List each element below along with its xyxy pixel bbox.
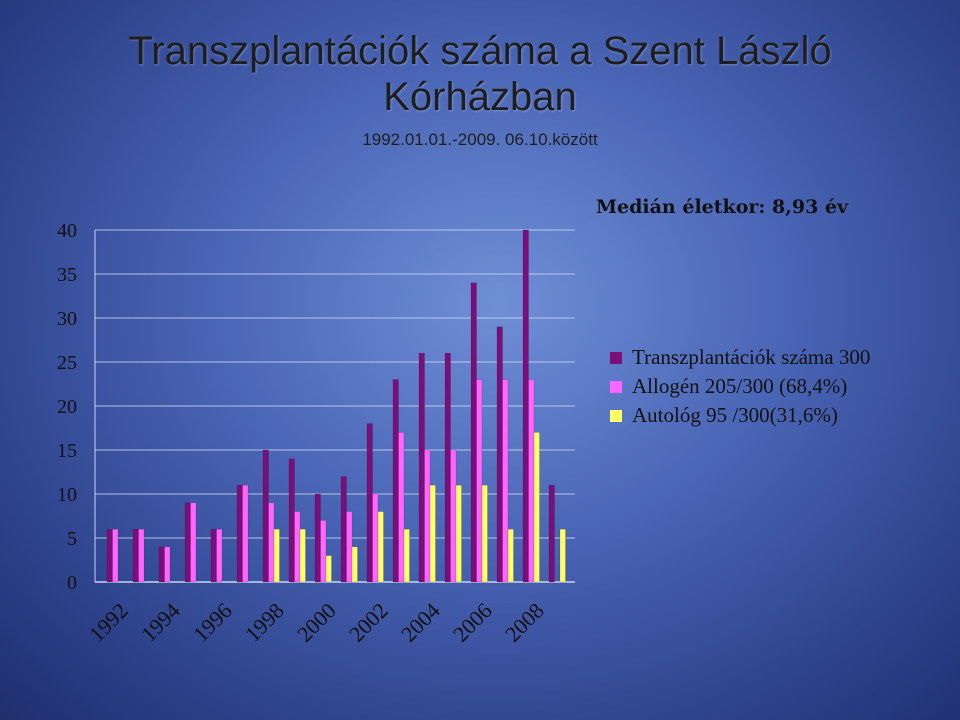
bar-autolog bbox=[377, 511, 384, 583]
bar-autolog bbox=[273, 528, 280, 583]
bar-allogen bbox=[450, 449, 457, 583]
legend-item-total: Transzplantációk száma 300 bbox=[610, 346, 930, 369]
bar-allogen bbox=[138, 528, 145, 583]
bar-autolog bbox=[559, 528, 566, 583]
bar-allogen bbox=[502, 379, 509, 583]
median-age-annotation: Medián életkor: 8,93 év bbox=[596, 196, 849, 218]
x-tick-label: 2002 bbox=[344, 598, 393, 647]
y-tick-label: 30 bbox=[57, 308, 77, 330]
y-tick-label: 40 bbox=[57, 220, 77, 242]
x-tick-label: 2004 bbox=[396, 598, 445, 647]
y-tick-label: 10 bbox=[57, 484, 77, 506]
y-tick-label: 25 bbox=[57, 352, 77, 374]
bar-autolog bbox=[351, 546, 358, 583]
bar-allogen bbox=[320, 520, 327, 583]
bar-allogen bbox=[528, 379, 535, 583]
bar-total bbox=[522, 229, 529, 583]
bar-allogen bbox=[372, 493, 379, 583]
legend-swatch-total bbox=[610, 352, 622, 364]
y-tick-label: 15 bbox=[57, 440, 77, 462]
legend-swatch-autolog bbox=[610, 410, 622, 422]
x-tick-label: 1994 bbox=[136, 598, 185, 647]
legend-item-autolog: Autológ 95 /300(31,6%) bbox=[610, 404, 930, 427]
chart-subtitle: 1992.01.01.-2009. 06.10.között bbox=[362, 130, 598, 149]
bar-total bbox=[210, 528, 217, 583]
bar-autolog bbox=[299, 528, 306, 583]
bar-autolog bbox=[429, 484, 436, 583]
bar-allogen bbox=[242, 484, 249, 583]
bar-total bbox=[262, 449, 269, 583]
legend-label-autolog: Autológ 95 /300(31,6%) bbox=[632, 403, 838, 427]
bar-total bbox=[184, 502, 191, 583]
bar-autolog bbox=[481, 484, 488, 583]
legend-item-allogen: Allogén 205/300 (68,4%) bbox=[610, 375, 930, 398]
legend-swatch-allogen bbox=[610, 381, 622, 393]
bar-autolog bbox=[455, 484, 462, 583]
bar-allogen bbox=[112, 528, 119, 583]
bar-total bbox=[340, 476, 347, 583]
bar-allogen bbox=[268, 502, 275, 583]
chart-title: Transzplantációk száma a Szent László Kó… bbox=[128, 29, 832, 119]
bar-allogen bbox=[424, 449, 431, 583]
x-tick-label: 1996 bbox=[188, 598, 237, 647]
x-tick-label: 1992 bbox=[84, 598, 133, 647]
bar-total bbox=[106, 528, 113, 583]
legend-label-total: Transzplantációk száma 300 bbox=[632, 345, 871, 369]
y-tick-label: 0 bbox=[67, 572, 77, 594]
y-tick-label: 20 bbox=[57, 396, 77, 418]
x-tick-label: 2000 bbox=[292, 598, 341, 647]
bar-allogen bbox=[164, 546, 171, 583]
bar-autolog bbox=[325, 555, 332, 583]
bar-allogen bbox=[294, 511, 301, 583]
x-tick-label: 1998 bbox=[240, 598, 289, 647]
legend-label-allogen: Allogén 205/300 (68,4%) bbox=[632, 374, 848, 398]
bar-total bbox=[444, 352, 451, 583]
bar-total bbox=[366, 423, 373, 583]
chart-legend: Transzplantációk száma 300 Allogén 205/3… bbox=[610, 346, 930, 433]
bar-total bbox=[288, 458, 295, 583]
bar-total bbox=[496, 326, 503, 583]
bar-allogen bbox=[476, 379, 483, 583]
bar-autolog bbox=[507, 528, 514, 583]
bar-autolog bbox=[403, 528, 410, 583]
bar-allogen bbox=[216, 528, 223, 583]
bar-allogen bbox=[398, 432, 405, 583]
y-tick-label: 35 bbox=[57, 264, 77, 286]
bar-total bbox=[392, 379, 399, 583]
bar-total bbox=[470, 282, 477, 583]
bar-total bbox=[418, 352, 425, 583]
y-tick-label: 5 bbox=[67, 528, 77, 550]
bar-total bbox=[314, 493, 321, 583]
bar-total bbox=[548, 484, 555, 583]
bar-allogen bbox=[346, 511, 353, 583]
bar-total bbox=[158, 546, 165, 583]
x-tick-label: 2008 bbox=[500, 598, 549, 647]
bar-total bbox=[132, 528, 139, 583]
x-tick-label: 2006 bbox=[448, 598, 497, 647]
bar-autolog bbox=[533, 432, 540, 583]
bar-total bbox=[236, 484, 243, 583]
bar-allogen bbox=[190, 502, 197, 583]
